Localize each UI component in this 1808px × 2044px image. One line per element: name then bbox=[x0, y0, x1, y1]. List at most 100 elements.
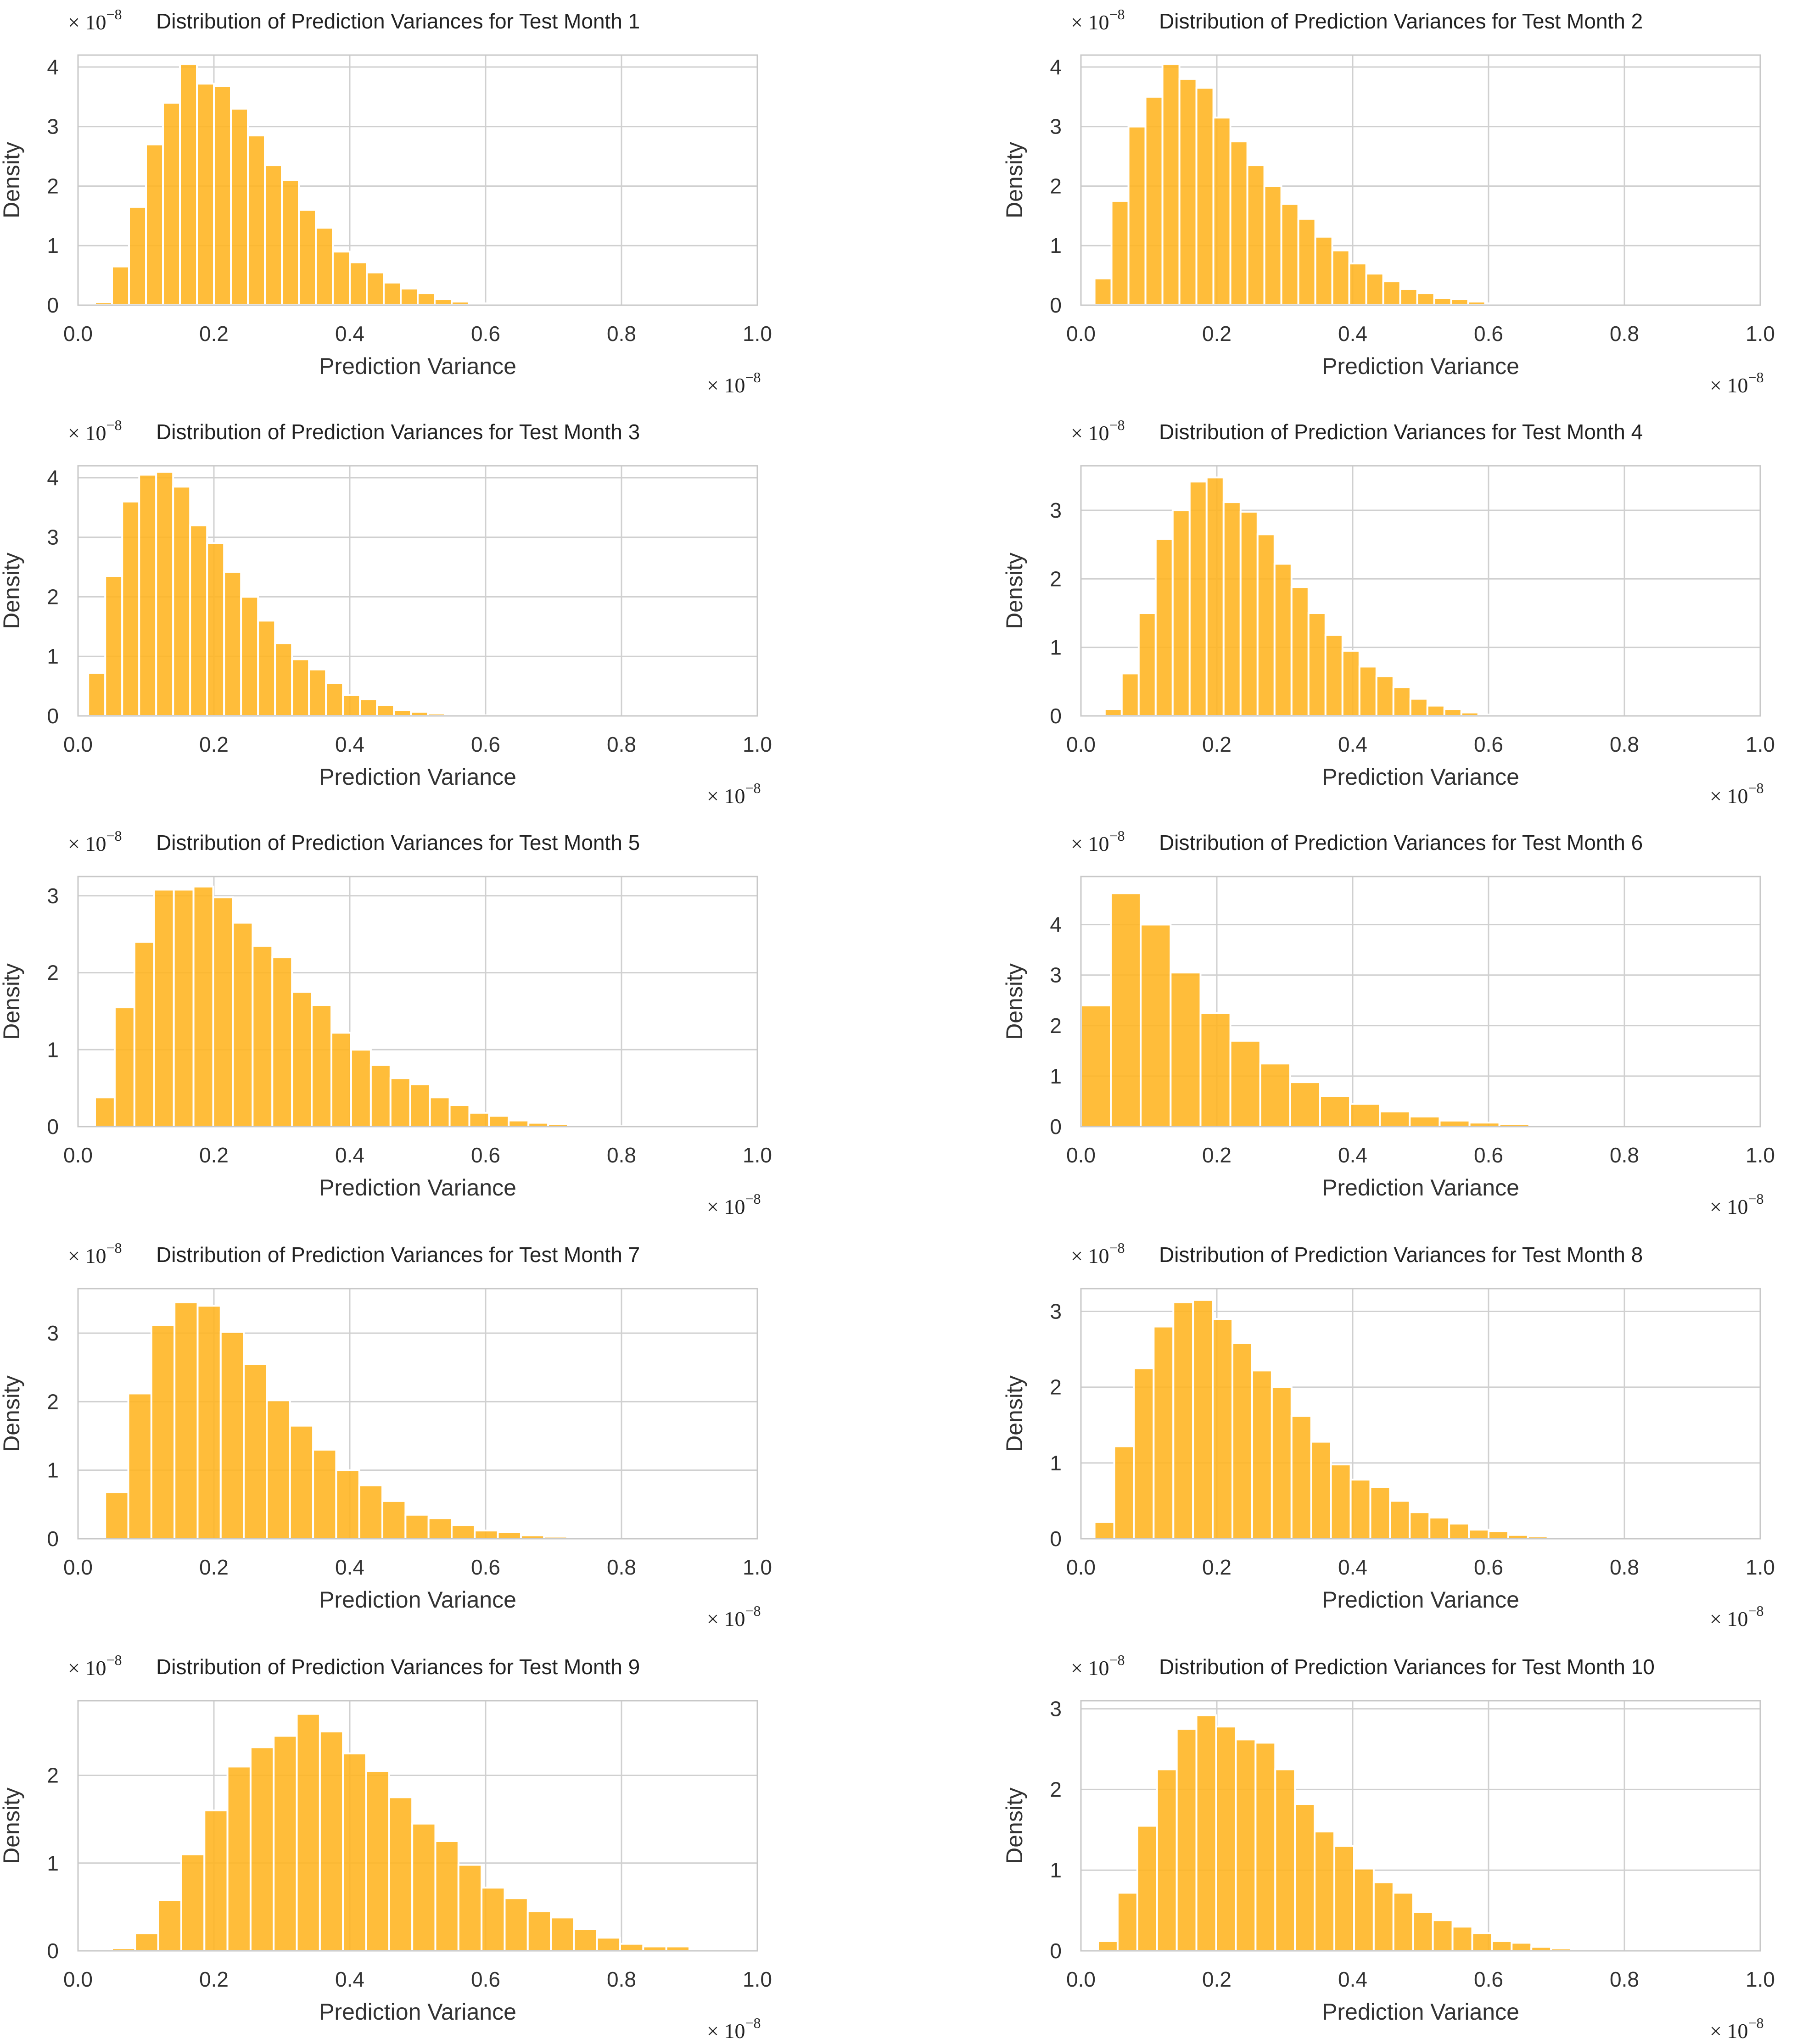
histogram-bar bbox=[409, 1083, 431, 1128]
y-scale-multiplier-base: × 10 bbox=[68, 832, 106, 855]
histogram-bar bbox=[481, 1887, 506, 1952]
histogram-bar bbox=[1314, 235, 1333, 306]
y-scale-multiplier-exponent: −8 bbox=[1109, 6, 1125, 22]
histogram-bar bbox=[1161, 63, 1181, 306]
x-tick-label: 0.4 bbox=[335, 1143, 364, 1167]
histogram-bar bbox=[203, 1809, 229, 1952]
histogram-bar bbox=[240, 596, 259, 717]
histogram-panel-month-6: 0.0 0.2 0.4 0.6 0.8 1.0 0 1 2 3 4 Distribution of P… bbox=[1002, 827, 1775, 1218]
histogram-bar bbox=[315, 227, 334, 306]
histogram-bar bbox=[457, 1864, 483, 1952]
histogram-bar bbox=[230, 107, 249, 307]
histogram-bar bbox=[121, 500, 140, 717]
histogram-bar bbox=[1426, 704, 1445, 717]
y-tick-label: 3 bbox=[47, 115, 59, 139]
histogram-bar bbox=[150, 1324, 176, 1540]
x-tick-label: 0.8 bbox=[1610, 1143, 1639, 1167]
histogram-bar bbox=[365, 1770, 390, 1952]
x-axis-label: Prediction Variance bbox=[319, 353, 516, 379]
x-tick-label: 0.2 bbox=[199, 732, 229, 756]
histogram-bar bbox=[1409, 1511, 1431, 1540]
chart-title: Distribution of Prediction Variances for… bbox=[1159, 1655, 1655, 1679]
histogram-bar bbox=[1297, 218, 1316, 306]
histogram-bar bbox=[273, 1735, 298, 1952]
plot-frame bbox=[1080, 465, 1761, 717]
histogram-bar bbox=[1178, 78, 1198, 306]
x-scale-multiplier-base: × 10 bbox=[1710, 2019, 1748, 2043]
histogram-bar bbox=[1310, 1441, 1332, 1540]
histogram-bar bbox=[349, 261, 368, 306]
x-tick-label: 0.6 bbox=[1474, 1143, 1503, 1167]
y-scale-multiplier-exponent: −8 bbox=[1109, 827, 1125, 844]
histogram-bar bbox=[325, 682, 344, 717]
histogram-bar bbox=[366, 271, 385, 307]
histogram-bar bbox=[219, 1331, 245, 1540]
histogram-bar bbox=[1392, 1892, 1414, 1952]
y-tick-label: 1 bbox=[47, 1458, 59, 1482]
histogram-bar bbox=[1172, 1301, 1194, 1540]
y-axis-label: Density bbox=[1002, 1375, 1027, 1452]
histogram-bar bbox=[1256, 533, 1276, 717]
histogram-bar bbox=[111, 265, 130, 307]
histogram-bar bbox=[226, 1765, 252, 1952]
y-tick-label: 1 bbox=[1050, 1858, 1062, 1882]
histogram-bar bbox=[257, 620, 276, 717]
y-tick-label: 2 bbox=[47, 1764, 59, 1787]
x-tick-label: 0.8 bbox=[607, 732, 636, 756]
histogram-bar bbox=[128, 206, 147, 306]
x-tick-label: 0.2 bbox=[1202, 732, 1231, 756]
histogram-bar bbox=[1120, 672, 1140, 717]
histogram-bar bbox=[1212, 117, 1231, 306]
x-scale-multiplier-exponent: −8 bbox=[1748, 1603, 1763, 1619]
x-axis-label: Prediction Variance bbox=[319, 764, 516, 790]
histogram-bar bbox=[359, 698, 378, 717]
y-tick-label: 4 bbox=[47, 55, 59, 79]
x-tick-label: 0.8 bbox=[607, 1555, 636, 1579]
chart-title: Distribution of Prediction Variances for… bbox=[156, 1655, 640, 1679]
x-scale-multiplier-exponent: −8 bbox=[1748, 369, 1763, 385]
histogram-bar bbox=[434, 298, 453, 306]
x-scale-multiplier-exponent: −8 bbox=[745, 1603, 761, 1619]
x-tick-label: 0.0 bbox=[1066, 322, 1096, 346]
x-tick-label: 0.6 bbox=[1474, 1967, 1503, 1991]
y-scale-multiplier: × 10−8 bbox=[68, 827, 122, 855]
histogram-bar bbox=[1137, 612, 1157, 717]
histogram-bar bbox=[1205, 476, 1225, 717]
histogram-bar bbox=[1319, 1095, 1351, 1128]
histogram-bar bbox=[451, 1524, 476, 1540]
x-scale-multiplier-exponent: −8 bbox=[745, 1190, 761, 1207]
histogram-bar bbox=[274, 642, 293, 717]
histogram-bar bbox=[335, 1469, 360, 1540]
y-scale-multiplier-exponent: −8 bbox=[1109, 417, 1125, 433]
y-scale-multiplier-exponent: −8 bbox=[106, 417, 122, 433]
histogram-bar bbox=[1333, 1845, 1355, 1952]
histogram-bar bbox=[179, 63, 198, 306]
histogram-bar bbox=[223, 570, 242, 717]
histogram-bar bbox=[212, 896, 234, 1128]
x-tick-label: 0.2 bbox=[1202, 1967, 1231, 1991]
histogram-bar bbox=[526, 1910, 552, 1952]
histogram-bar bbox=[1103, 708, 1123, 717]
histogram-bar bbox=[350, 1049, 372, 1128]
y-scale-multiplier-exponent: −8 bbox=[1109, 1240, 1125, 1256]
y-axis-label: Density bbox=[0, 963, 24, 1040]
histogram-bar bbox=[1307, 612, 1327, 717]
histogram-bar bbox=[87, 672, 106, 717]
x-tick-label: 0.8 bbox=[607, 1967, 636, 1991]
histogram-bar bbox=[1314, 1830, 1336, 1952]
histogram-bar bbox=[319, 1730, 344, 1952]
histogram-bar bbox=[94, 1096, 116, 1128]
histogram-bar bbox=[1290, 1415, 1312, 1540]
histogram-bar bbox=[389, 1077, 411, 1128]
x-tick-label: 0.4 bbox=[1338, 732, 1367, 756]
histogram-bar bbox=[172, 486, 191, 717]
x-tick-label: 0.8 bbox=[607, 1143, 636, 1167]
histogram-bar bbox=[1263, 185, 1282, 306]
y-tick-label: 0 bbox=[1050, 1527, 1062, 1551]
x-tick-label: 0.6 bbox=[471, 1555, 500, 1579]
x-axis-label: Prediction Variance bbox=[319, 1587, 516, 1613]
histogram-bar bbox=[1127, 125, 1147, 306]
y-scale-multiplier: × 10−8 bbox=[68, 417, 122, 445]
histogram-bar bbox=[1229, 1039, 1261, 1128]
histogram-bar bbox=[180, 1853, 206, 1952]
